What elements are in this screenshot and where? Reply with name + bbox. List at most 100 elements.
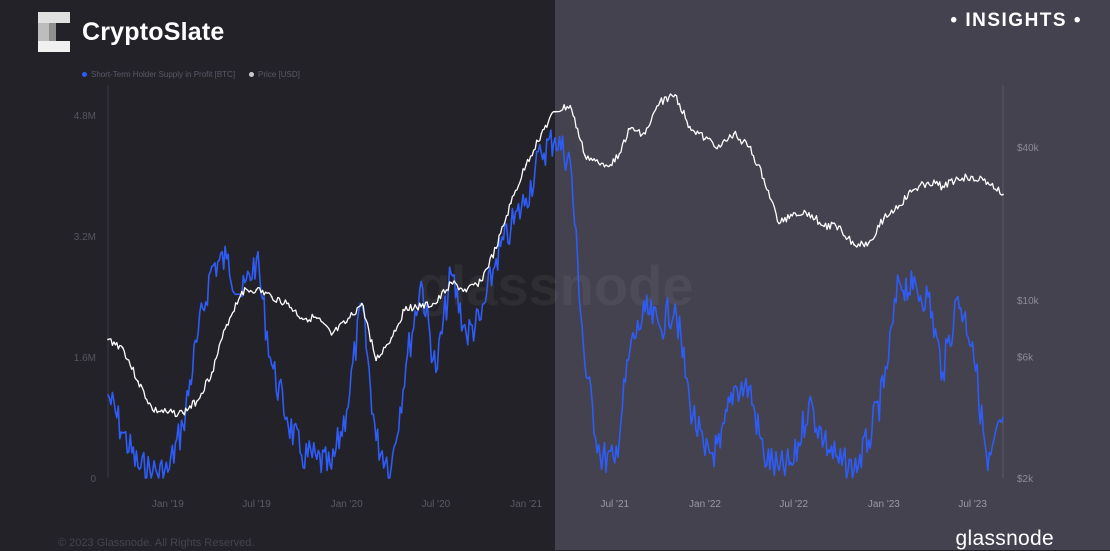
data-point-supply-37	[659, 325, 661, 328]
data-point-supply-15	[330, 468, 333, 470]
data-point-price-28	[525, 163, 527, 166]
data-point-price-13	[300, 317, 303, 319]
data-point-supply-28	[525, 197, 527, 200]
data-point-supply-52	[883, 386, 885, 389]
data-point-supply-48	[823, 439, 825, 442]
legend-dot-supply	[82, 72, 87, 77]
copyright-text: © 2023 Glassnode. All Rights Reserved.	[58, 537, 255, 549]
data-point-supply-35	[629, 348, 631, 351]
data-point-price-49	[837, 225, 840, 228]
x-tick-9: Jul '23	[958, 499, 987, 510]
data-point-price-31	[569, 104, 572, 107]
data-point-supply-11	[270, 363, 273, 366]
x-tick-6: Jan '22	[689, 499, 721, 510]
y-right-tick-2: $10k	[1017, 296, 1040, 307]
data-point-price-23	[450, 281, 452, 284]
data-point-supply-31	[569, 159, 572, 162]
data-point-supply-22	[435, 371, 437, 374]
chart-legend: Short-Term Holder Supply in Profit [BTC]…	[82, 70, 300, 79]
data-point-price-3	[151, 409, 154, 411]
data-point-supply-4	[166, 471, 169, 473]
data-point-price-58	[971, 175, 974, 178]
data-point-price-43	[748, 146, 750, 148]
data-point-supply-50	[853, 469, 855, 472]
y-left-tick-2: 3.2M	[74, 232, 96, 243]
data-point-supply-56	[941, 371, 944, 374]
data-point-price-60	[1002, 193, 1004, 196]
data-point-price-45	[778, 222, 780, 225]
data-point-supply-0	[107, 394, 109, 396]
y-right-tick-1: $6k	[1017, 353, 1034, 364]
x-tick-1: Jul '19	[242, 499, 271, 510]
data-point-supply-18	[375, 439, 377, 442]
y-left-tick-0: 0	[90, 474, 96, 485]
data-point-supply-8	[225, 257, 228, 260]
data-point-price-51	[867, 241, 870, 244]
data-point-supply-12	[286, 416, 288, 419]
data-point-price-34	[613, 160, 616, 163]
data-point-price-25	[480, 280, 482, 282]
data-point-price-4	[166, 412, 169, 414]
data-point-price-15	[330, 334, 333, 336]
data-point-supply-9	[240, 295, 243, 298]
left-panel-background	[0, 0, 555, 550]
data-point-price-19	[390, 337, 393, 339]
data-point-price-16	[345, 321, 348, 323]
data-point-price-37	[659, 101, 661, 103]
data-point-price-42	[733, 132, 735, 135]
data-point-supply-51	[867, 439, 870, 442]
data-point-supply-57	[957, 295, 959, 298]
x-tick-5: Jul '21	[601, 499, 630, 510]
data-point-price-14	[315, 317, 318, 319]
data-point-price-46	[792, 212, 795, 214]
data-point-price-1	[121, 346, 124, 349]
data-point-price-52	[883, 217, 885, 220]
x-tick-3: Jul '20	[422, 499, 451, 510]
data-point-supply-29	[540, 152, 543, 154]
data-point-supply-6	[195, 341, 198, 343]
data-point-price-40	[704, 138, 706, 140]
legend-item-price: Price [USD]	[249, 70, 300, 79]
brand-name: CryptoSlate	[82, 17, 225, 46]
data-point-supply-7	[211, 265, 213, 268]
data-point-supply-3	[151, 471, 154, 473]
data-point-price-33	[599, 163, 601, 166]
data-point-price-29	[540, 132, 543, 135]
data-point-supply-39	[688, 401, 691, 404]
data-point-supply-59	[986, 469, 989, 472]
x-tick-7: Jul '22	[779, 499, 808, 510]
x-tick-2: Jan '20	[331, 499, 363, 510]
data-point-supply-16	[345, 409, 348, 411]
data-point-price-12	[286, 302, 288, 305]
data-point-supply-38	[674, 303, 676, 306]
data-point-supply-23	[450, 273, 452, 275]
data-point-price-47	[808, 212, 810, 214]
y-left-tick-1: 1.6M	[74, 353, 96, 364]
data-point-supply-55	[927, 295, 929, 298]
data-point-supply-30	[554, 137, 556, 139]
data-point-price-22	[435, 302, 437, 305]
data-point-price-11	[270, 295, 273, 298]
y-left-tick-3: 4.8M	[74, 111, 96, 122]
data-point-price-39	[688, 125, 691, 128]
data-point-supply-47	[808, 401, 810, 404]
data-point-price-35	[629, 128, 631, 130]
data-point-supply-1	[121, 431, 124, 434]
data-point-price-9	[240, 290, 243, 293]
legend-label-price: Price [USD]	[258, 70, 300, 79]
data-point-price-54	[911, 189, 914, 192]
data-point-supply-32	[584, 363, 586, 366]
data-point-supply-19	[390, 465, 393, 468]
y-right-tick-3: $40k	[1017, 143, 1040, 154]
data-point-price-44	[762, 177, 765, 180]
data-point-price-32	[584, 154, 586, 157]
data-point-supply-10	[255, 257, 258, 260]
data-point-supply-53	[898, 280, 900, 283]
data-point-price-48	[823, 225, 825, 228]
x-tick-8: Jan '23	[868, 499, 900, 510]
data-point-price-50	[853, 243, 855, 246]
data-point-price-0	[107, 338, 109, 341]
data-point-supply-44	[762, 454, 765, 457]
data-point-supply-58	[971, 341, 974, 343]
